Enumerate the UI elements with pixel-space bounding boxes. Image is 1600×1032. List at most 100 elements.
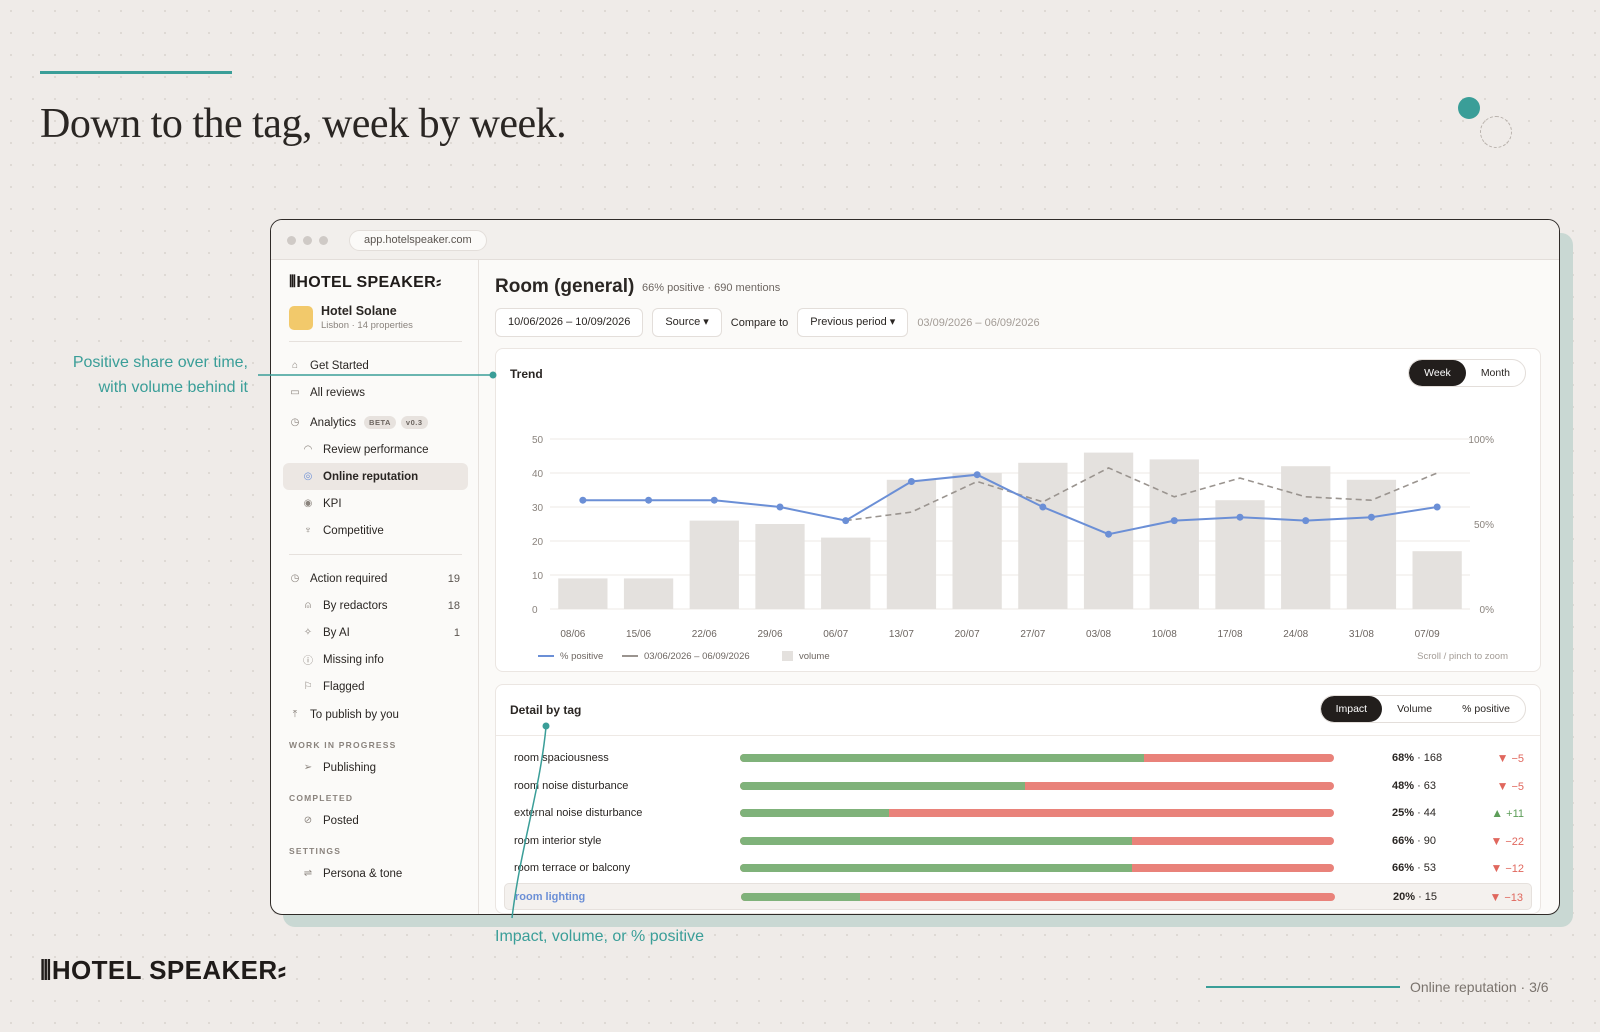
footer-logo-text: HOTEL SPEAKER xyxy=(51,955,278,985)
tag-name: room terrace or balcony xyxy=(514,862,631,874)
positive-point xyxy=(1433,503,1441,511)
sidebar-item-label: Missing info xyxy=(323,653,384,666)
clock-icon: ◷ xyxy=(290,417,300,428)
toggle-positive[interactable]: % positive xyxy=(1462,703,1510,715)
sidebar-item-persona-tone[interactable]: ⇌ Persona & tone xyxy=(283,860,468,887)
triangle-down-icon: ▼ xyxy=(1496,751,1509,765)
decorative-ring-icon xyxy=(1480,116,1512,148)
compare-dropdown[interactable]: Previous period ▾ xyxy=(797,308,909,337)
sidebar-item-to-publish[interactable]: ⤒ To publish by you xyxy=(283,701,468,728)
positive-point xyxy=(842,517,850,525)
sidebar-item-posted[interactable]: ⊘ Posted xyxy=(283,807,468,834)
sidebar-item-review-performance[interactable]: ◠ Review performance xyxy=(283,436,468,463)
sentiment-bar xyxy=(741,892,1335,901)
detail-metric-toggle: Impact Volume % positive xyxy=(1319,695,1526,723)
y-tick-label: 30 xyxy=(532,503,544,514)
app-logo[interactable]: ⦀HOTEL SPEAKER⸗ xyxy=(289,274,468,292)
tag-delta-value: −5 xyxy=(1511,780,1524,793)
inbox-icon: ▭ xyxy=(290,387,300,398)
section-settings: SETTINGS xyxy=(289,846,342,856)
main-content: Room (general) 66% positive · 690 mentio… xyxy=(479,260,1559,914)
sidebar-item-kpi[interactable]: ◉ KPI xyxy=(283,490,468,517)
sidebar-item-label: Posted xyxy=(323,814,359,827)
sidebar-item-publishing[interactable]: ➢ Publishing xyxy=(283,754,468,781)
source-dropdown[interactable]: Source ▾ xyxy=(652,308,722,337)
url-bar[interactable]: app.hotelspeaker.com xyxy=(349,230,487,251)
info-icon: ⓘ xyxy=(303,656,313,667)
sidebar-item-label: By redactors xyxy=(323,599,388,612)
hotel-avatar xyxy=(289,305,313,330)
tag-count: · 15 xyxy=(1415,890,1438,903)
sidebar-item-all-reviews[interactable]: ▭ All reviews xyxy=(283,379,468,406)
tag-row[interactable]: external noise disturbance 25% · 44 ▲ +11 xyxy=(504,800,1532,827)
sentiment-bar xyxy=(740,754,1334,762)
tag-row[interactable]: room interior style 66% · 90 ▼ −22 xyxy=(504,828,1532,855)
tag-delta: ▼ −22 xyxy=(1490,834,1524,848)
x-tick-label: 29/06 xyxy=(757,629,782,640)
filter-bar: 10/06/2026 – 10/09/2026 Source ▾ Compare… xyxy=(495,308,1040,337)
detail-card: Detail by tag Impact Volume % positive r… xyxy=(495,684,1541,914)
sidebar: ⦀HOTEL SPEAKER⸗ Hotel Solane Lisbon · 14… xyxy=(271,260,479,914)
sidebar-item-action-required[interactable]: ◷ Action required 19 xyxy=(283,565,468,592)
tag-delta-value: −13 xyxy=(1504,891,1523,904)
tag-delta-value: −22 xyxy=(1505,835,1524,848)
upload-icon: ⤒ xyxy=(292,709,298,720)
sidebar-item-flagged[interactable]: ⚐ Flagged xyxy=(283,673,468,700)
volume-bar xyxy=(1018,462,1068,609)
version-badge: v0.3 xyxy=(400,416,428,429)
sentiment-bar-positive xyxy=(740,781,1026,790)
window-close-dot[interactable] xyxy=(287,236,296,245)
x-tick-label: 15/06 xyxy=(626,629,651,640)
toggle-week[interactable]: Week xyxy=(1409,360,1466,386)
volume-bar xyxy=(623,578,674,609)
flag-icon: ⚐ xyxy=(303,681,313,692)
sidebar-item-get-started[interactable]: ⌂ Get Started xyxy=(283,352,468,379)
detail-title: Detail by tag xyxy=(510,703,582,717)
y-tick-label: 40 xyxy=(532,469,544,480)
home-icon: ⌂ xyxy=(291,360,299,371)
sentiment-bar-positive xyxy=(740,864,1133,872)
sidebar-item-label: Competitive xyxy=(323,524,384,537)
tag-row[interactable]: room spaciousness 68% · 168 ▼ −5 xyxy=(504,745,1532,772)
kpi-icon: ◉ xyxy=(303,498,313,509)
y-tick-label: 10 xyxy=(532,571,544,582)
sidebar-item-analytics[interactable]: ◷ Analytics BETA v0.3 xyxy=(283,409,468,436)
sidebar-item-by-redactors[interactable]: ⍝ By redactors 18 xyxy=(283,592,468,619)
tag-count: · 53 xyxy=(1414,862,1437,874)
trend-chart[interactable]: 0 10 20 30 40 50 0% 50% 100% 08/06 15/06 22/06 29/06… xyxy=(496,349,1542,673)
hotel-subtitle: Lisbon · 14 properties xyxy=(321,320,413,331)
sidebar-item-missing-info[interactable]: ⓘ Missing info xyxy=(283,646,468,673)
sidebar-item-label: Analytics xyxy=(310,416,357,429)
date-range-picker[interactable]: 10/06/2026 – 10/09/2026 xyxy=(495,308,644,337)
window-minimize-dot[interactable] xyxy=(303,236,312,245)
triangle-down-icon: ▼ xyxy=(1496,778,1509,793)
caret-down-icon: ▾ xyxy=(703,316,709,328)
page-title: Room (general) xyxy=(495,276,635,297)
window-maximize-dot[interactable] xyxy=(319,236,328,245)
sentiment-bar xyxy=(740,836,1334,845)
volume-bar xyxy=(1149,459,1199,609)
sidebar-item-competitive[interactable]: ♆ Competitive xyxy=(283,517,468,544)
tag-delta: ▼ −12 xyxy=(1490,861,1524,875)
compare-label: Compare to xyxy=(730,316,789,329)
toggle-impact[interactable]: Impact xyxy=(1320,696,1383,722)
x-tick-label: 27/07 xyxy=(1020,629,1045,640)
positive-point xyxy=(1302,517,1310,525)
tag-row[interactable]: room lighting 20% · 15 ▼ −13 xyxy=(504,882,1532,910)
tag-row[interactable]: room noise disturbance 48% · 63 ▼ −5 xyxy=(504,773,1532,800)
tag-stats: 66% · 90 xyxy=(1392,835,1446,847)
trend-title: Trend xyxy=(510,367,543,381)
sidebar-item-by-ai[interactable]: ✧ By AI 1 xyxy=(283,619,468,646)
sidebar-item-online-reputation[interactable]: ◎ Online reputation xyxy=(283,463,468,490)
positive-line xyxy=(582,473,1438,536)
positive-point xyxy=(776,503,784,511)
triangle-down-icon: ▼ xyxy=(1489,889,1502,904)
slide-headline: Down to the tag, week by week. xyxy=(40,101,567,147)
callout-detail: Impact, volume, or % positive xyxy=(495,928,704,945)
hotel-switcher[interactable]: Hotel Solane Lisbon · 14 properties xyxy=(289,304,468,331)
triangle-down-icon: ▼ xyxy=(1490,833,1503,848)
volume-bar xyxy=(952,473,1002,609)
tag-row[interactable]: room terrace or balcony 66% · 53 ▼ −12 xyxy=(504,855,1532,882)
toggle-month[interactable]: Month xyxy=(1480,367,1510,379)
toggle-volume[interactable]: Volume xyxy=(1397,703,1433,715)
